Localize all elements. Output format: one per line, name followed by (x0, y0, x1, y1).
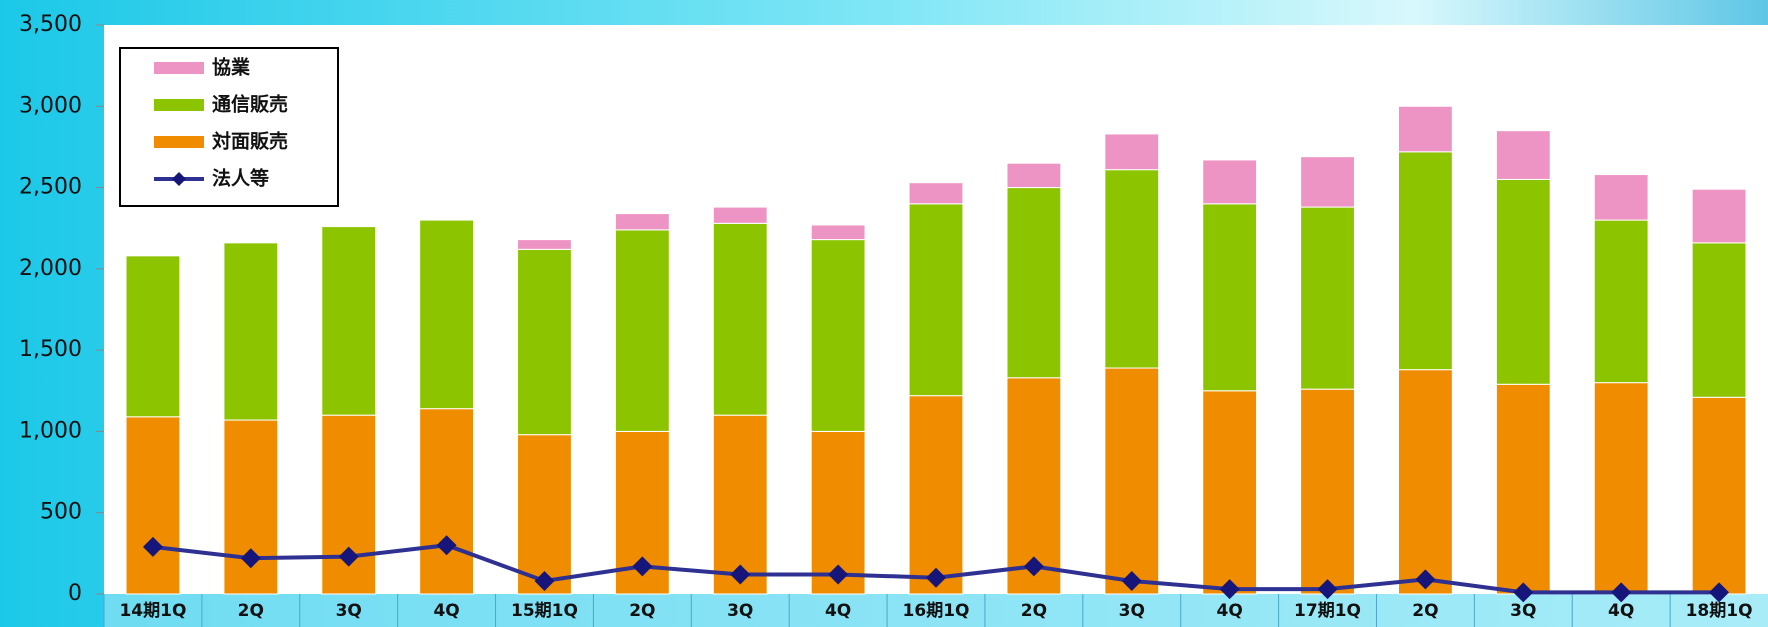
line-marker (730, 564, 751, 585)
bar (419, 219, 475, 410)
bar (1691, 242, 1747, 398)
bar (1104, 169, 1160, 369)
bar (125, 255, 181, 418)
bar (1593, 174, 1649, 221)
bar (517, 239, 572, 250)
x-axis-band (104, 594, 1768, 627)
bar (1691, 396, 1747, 595)
bar (810, 224, 866, 241)
line-marker (926, 567, 946, 588)
x-tick-label: 4Q (825, 601, 851, 621)
legend-label: 法人等 (212, 167, 269, 190)
bar (712, 206, 768, 224)
bar (223, 242, 279, 421)
line-marker (240, 548, 261, 569)
line-marker (632, 556, 653, 577)
bar (1202, 203, 1258, 392)
bar (517, 248, 572, 436)
bar (1300, 156, 1355, 208)
y-tick-label: 0 (68, 581, 82, 606)
legend-label: 協業 (212, 56, 251, 79)
line-marker (1709, 582, 1730, 603)
bar (1006, 187, 1062, 379)
x-tick-label: 2Q (238, 601, 264, 621)
bar (1495, 178, 1551, 385)
bar (517, 434, 572, 595)
bar (1397, 105, 1453, 153)
bar (1104, 367, 1160, 595)
bar (1495, 130, 1551, 180)
bar (419, 408, 475, 595)
bar (321, 414, 377, 595)
y-tick-label: 1,000 (19, 418, 82, 443)
bar (1300, 206, 1355, 390)
bar (614, 229, 670, 432)
legend-swatch (154, 99, 204, 111)
x-tick-label: 4Q (1608, 601, 1634, 621)
bar (1397, 151, 1453, 371)
x-tick-label: 4Q (1217, 601, 1243, 621)
bar (908, 395, 964, 595)
x-tick-label: 3Q (727, 601, 753, 621)
x-tick-label: 3Q (336, 601, 362, 621)
bar (1593, 219, 1649, 384)
line-marker (1513, 582, 1534, 603)
line-marker (1415, 569, 1436, 590)
legend-label: 対面販売 (211, 130, 288, 153)
bar (1593, 382, 1649, 595)
y-tick-label: 3,500 (19, 12, 82, 37)
bar (1495, 383, 1551, 595)
line-marker (1023, 556, 1044, 577)
bar (125, 416, 181, 595)
line-marker (1219, 579, 1240, 600)
legend-marker (172, 172, 186, 186)
x-tick-label: 2Q (629, 601, 655, 621)
line-marker (1121, 570, 1142, 591)
legend-label: 通信販売 (212, 93, 288, 116)
y-tick-label: 500 (40, 500, 82, 525)
bar (1202, 159, 1258, 205)
x-tick-label: 17期1Q (1294, 601, 1361, 621)
x-tick-label: 16期1Q (903, 601, 970, 621)
bar (810, 239, 866, 432)
legend-swatch (154, 136, 204, 148)
bar (1202, 390, 1258, 595)
line-marker (828, 564, 849, 585)
x-tick-label: 18期1Q (1686, 601, 1753, 621)
bar (1691, 188, 1747, 244)
x-tick-label: 2Q (1021, 601, 1047, 621)
bar (614, 213, 670, 231)
bar (908, 182, 964, 205)
line-marker (338, 546, 359, 567)
bar (908, 203, 964, 397)
y-tick-label: 1,500 (19, 337, 82, 362)
bar (1104, 133, 1160, 171)
x-tick-label: 4Q (433, 601, 459, 621)
bar (1006, 162, 1062, 189)
x-tick-label: 15期1Q (511, 601, 578, 621)
x-tick-label: 14期1Q (119, 601, 186, 621)
x-tick-label: 3Q (1119, 601, 1145, 621)
x-tick-label: 2Q (1412, 601, 1438, 621)
y-tick-label: 3,000 (19, 93, 82, 118)
line-marker (436, 535, 457, 556)
bar (1300, 388, 1355, 595)
line-marker (1317, 579, 1338, 600)
bar (321, 226, 377, 416)
bar (712, 222, 768, 416)
y-tick-label: 2,000 (19, 256, 82, 281)
line-marker (142, 536, 163, 557)
legend-swatch (154, 62, 204, 74)
y-tick-label: 2,500 (19, 175, 82, 200)
line-marker (1611, 582, 1632, 603)
bar (1397, 369, 1453, 595)
line-marker (534, 570, 555, 591)
x-tick-label: 3Q (1510, 601, 1536, 621)
